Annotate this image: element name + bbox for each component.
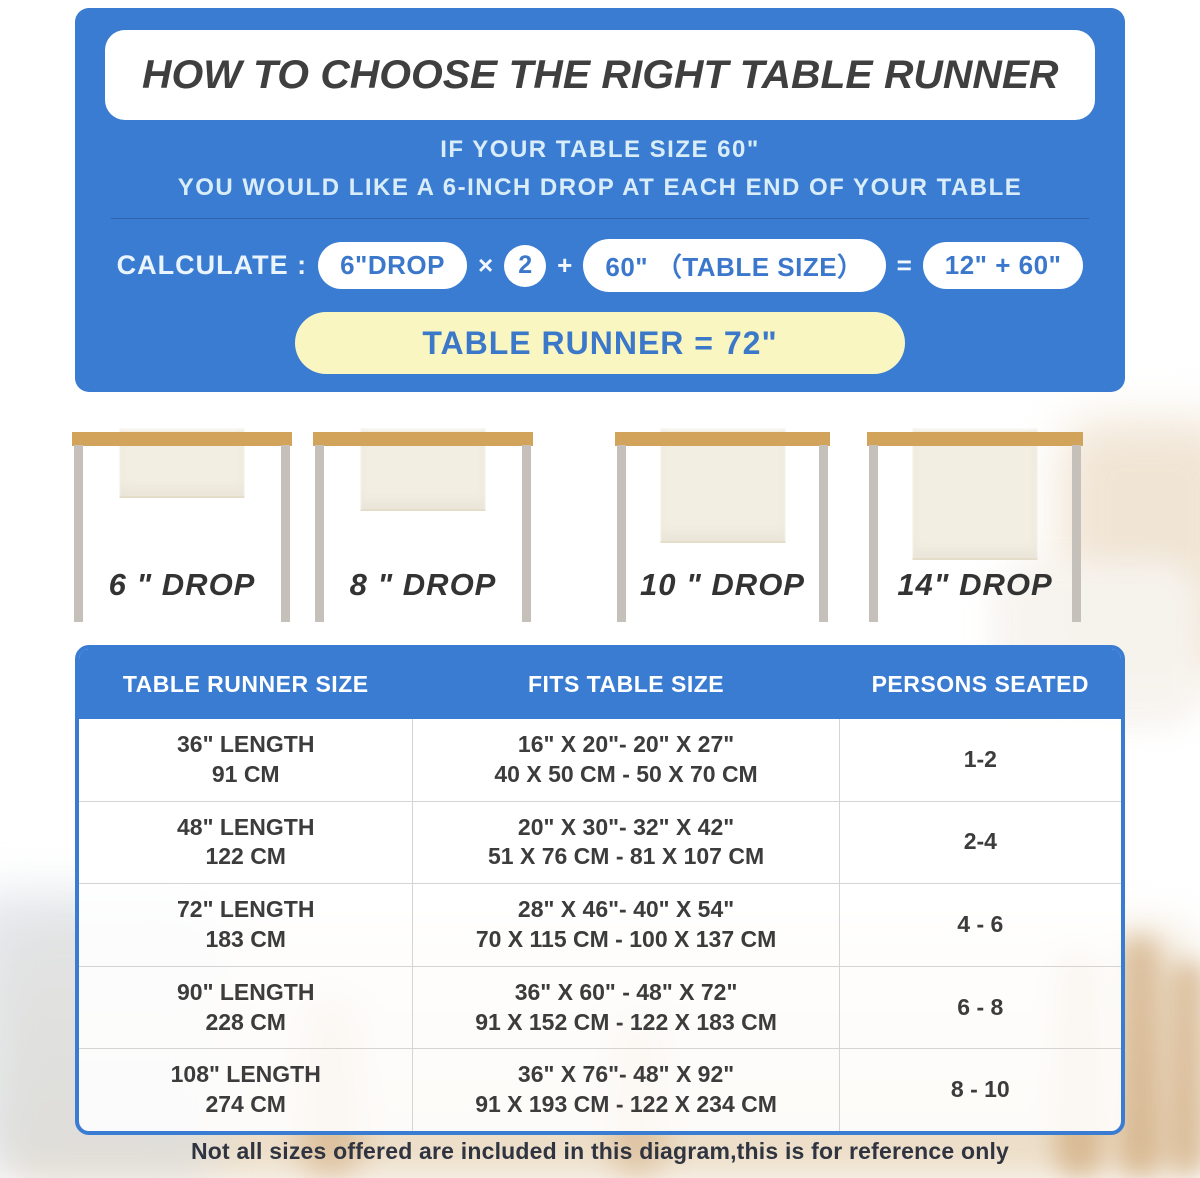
persons-cell: 4 - 6 — [957, 911, 1004, 938]
fits-table-cell: 16" X 20"- 20" X 27" 40 X 50 CM - 50 X 7… — [412, 719, 840, 801]
runner-size-cm: 122 CM — [205, 843, 286, 870]
drop-label: 6 " DROP — [108, 567, 256, 602]
table-leg — [869, 445, 878, 622]
multiplier-circle: 2 — [504, 244, 547, 287]
divider-line — [111, 218, 1089, 219]
fits-size-inches: 20" X 30"- 32" X 42" — [517, 813, 735, 840]
disclaimer-note: Not all sizes offered are included in th… — [190, 1138, 1010, 1164]
fits-size-cm: 40 X 50 CM - 50 X 70 CM — [494, 760, 758, 787]
size-chart-panel: TABLE RUNNER SIZE FITS TABLE SIZE PERSON… — [75, 645, 1125, 1135]
table-runner-illustration — [660, 428, 785, 543]
column-header-fits-table: FITS TABLE SIZE — [527, 670, 725, 697]
tabletop-illustration — [867, 432, 1083, 446]
table-row: 48" LENGTH 122 CM 20" X 30"- 32" X 42" 5… — [79, 800, 1121, 884]
page-title: HOW TO CHOOSE THE RIGHT TABLE RUNNER — [141, 52, 1059, 97]
size-chart-header: TABLE RUNNER SIZE FITS TABLE SIZE PERSON… — [79, 649, 1121, 719]
calculation-row: CALCULATE : 6"DROP × 2 + 60" （TABLE SIZE… — [105, 239, 1095, 292]
table-leg — [315, 445, 324, 622]
runner-size-cell: 90" LENGTH 228 CM — [79, 967, 412, 1049]
tabletop-illustration — [615, 432, 830, 446]
table-runner-illustration — [912, 428, 1038, 560]
fits-size-inches: 16" X 20"- 20" X 27" — [517, 730, 735, 757]
table-leg — [281, 445, 290, 622]
fits-size-cm: 51 X 76 CM - 81 X 107 CM — [487, 843, 765, 870]
calculate-label: CALCULATE : — [116, 250, 308, 280]
runner-size-cell: 36" LENGTH 91 CM — [79, 719, 412, 801]
drop-label: 10 " DROP — [640, 567, 805, 602]
runner-size-cell: 48" LENGTH 122 CM — [79, 802, 412, 884]
runner-size-cm: 91 CM — [211, 760, 280, 787]
fits-size-cm: 70 X 115 CM - 100 X 137 CM — [475, 925, 777, 952]
table-leg — [1072, 445, 1081, 622]
tabletop-illustration — [72, 432, 292, 446]
column-header-runner-size: TABLE RUNNER SIZE — [122, 670, 369, 697]
drop-diagram-6in: 6 " DROP — [72, 425, 292, 640]
persons-cell: 1-2 — [963, 745, 997, 772]
runner-size-inches: 48" LENGTH — [177, 813, 315, 840]
fits-size-cm: 91 X 193 CM - 122 X 234 CM — [475, 1091, 777, 1118]
table-leg — [617, 445, 626, 622]
table-row: 72" LENGTH 183 CM 28" X 46"- 40" X 54" 7… — [79, 883, 1121, 966]
runner-size-cm: 228 CM — [205, 1008, 286, 1035]
fits-table-cell: 36" X 60" - 48" X 72" 91 X 152 CM - 122 … — [412, 966, 840, 1049]
size-chart-body: 36" LENGTH 91 CM 16" X 20"- 20" X 27" 40… — [79, 719, 1121, 1131]
fits-size-cm: 91 X 152 CM - 122 X 183 CM — [475, 1008, 777, 1035]
table-row: 90" LENGTH 228 CM 36" X 60" - 48" X 72" … — [79, 965, 1121, 1049]
table-leg — [819, 445, 828, 622]
runner-size-cm: 183 CM — [205, 925, 286, 952]
runner-size-inches: 72" LENGTH — [177, 896, 315, 923]
sum-pill: 12" + 60" — [922, 242, 1084, 289]
runner-size-inches: 90" LENGTH — [177, 978, 315, 1005]
fits-size-inches: 28" X 46"- 40" X 54" — [517, 896, 735, 923]
drop-label: 14" DROP — [897, 567, 1053, 602]
fits-table-cell: 36" X 76"- 48" X 92" 91 X 193 CM - 122 X… — [412, 1049, 840, 1131]
blurred-chair-shape — [1118, 935, 1162, 1178]
title-box: HOW TO CHOOSE THE RIGHT TABLE RUNNER — [105, 30, 1095, 120]
runner-size-inches: 108" LENGTH — [170, 1061, 321, 1088]
runner-size-cell: 72" LENGTH 183 CM — [79, 884, 412, 966]
multiply-sign: × — [477, 250, 494, 280]
table-leg — [74, 445, 83, 622]
table-row: 108" LENGTH 274 CM 36" X 76"- 48" X 92" … — [79, 1048, 1121, 1131]
result-pill: TABLE RUNNER = 72" — [295, 312, 905, 374]
fits-table-cell: 20" X 30"- 32" X 42" 51 X 76 CM - 81 X 1… — [412, 801, 840, 884]
equals-sign: = — [896, 250, 912, 280]
runner-size-inches: 36" LENGTH — [177, 730, 315, 757]
tabletop-illustration — [313, 432, 533, 446]
drop-diagrams-section: 6 " DROP 8 " DROP 10 " DROP 14" DROP — [0, 425, 1200, 640]
drop-label: 8 " DROP — [349, 567, 497, 602]
plus-sign: + — [557, 250, 573, 280]
table-row: 36" LENGTH 91 CM 16" X 20"- 20" X 27" 40… — [79, 719, 1121, 801]
fits-size-inches: 36" X 76"- 48" X 92" — [517, 1061, 735, 1088]
runner-size-cm: 274 CM — [205, 1091, 286, 1118]
subtitle-line-1: IF YOUR TABLE SIZE 60" — [440, 136, 760, 163]
drop-value-pill: 6"DROP — [318, 242, 467, 289]
blurred-chair-shape — [1168, 960, 1200, 1178]
persons-cell: 6 - 8 — [957, 993, 1004, 1020]
fits-size-inches: 36" X 60" - 48" X 72" — [514, 978, 738, 1005]
column-header-persons: PERSONS SEATED — [871, 670, 1090, 697]
drop-diagram-8in: 8 " DROP — [313, 425, 533, 640]
persons-cell: 2-4 — [963, 828, 997, 855]
drop-diagram-10in: 10 " DROP — [615, 425, 830, 640]
subtitle-line-2: YOU WOULD LIKE A 6-INCH DROP AT EACH END… — [177, 174, 1023, 201]
fits-table-cell: 28" X 46"- 40" X 54" 70 X 115 CM - 100 X… — [412, 884, 840, 966]
table-leg — [522, 445, 531, 622]
runner-size-cell: 108" LENGTH 274 CM — [79, 1049, 412, 1131]
instruction-panel: HOW TO CHOOSE THE RIGHT TABLE RUNNER IF … — [75, 8, 1125, 392]
table-size-pill: 60" （TABLE SIZE） — [583, 239, 886, 292]
persons-cell: 8 - 10 — [950, 1076, 1010, 1103]
drop-diagram-14in: 14" DROP — [867, 425, 1083, 640]
